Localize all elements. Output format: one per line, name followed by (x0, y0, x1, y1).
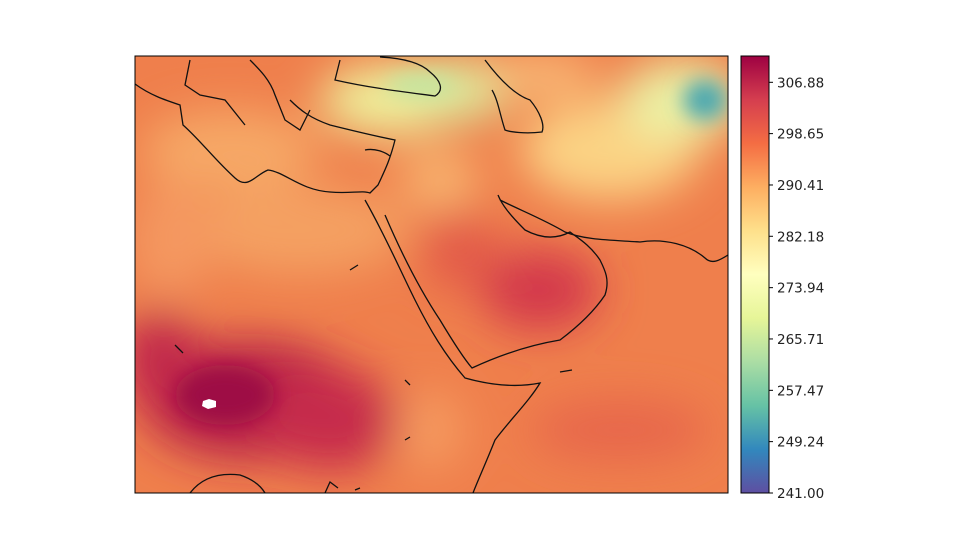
colorbar-tick-label: 249.24 (777, 435, 824, 451)
colorbar: 241.00 249.24 257.47 265.71 273.94 282.18 290.… (740, 55, 824, 502)
coastlines (135, 56, 728, 493)
colorbar-tick-label: 282.18 (777, 229, 824, 245)
missing-data-patch (202, 399, 216, 409)
colorbar-gradient (740, 55, 770, 494)
colorbar-tick-label: 298.65 (777, 127, 824, 143)
colorbar-tick-label: 241.00 (777, 486, 824, 502)
map-frame (134, 55, 729, 494)
colorbar-tick-label: 265.71 (777, 332, 824, 348)
colorbar-tick-label: 257.47 (777, 383, 824, 399)
temperature-field (135, 56, 728, 493)
colorbar-tick-label: 273.94 (777, 281, 824, 297)
colorbar-tick-label: 306.88 (777, 75, 824, 91)
colorbar-tick-label: 290.41 (777, 178, 824, 194)
